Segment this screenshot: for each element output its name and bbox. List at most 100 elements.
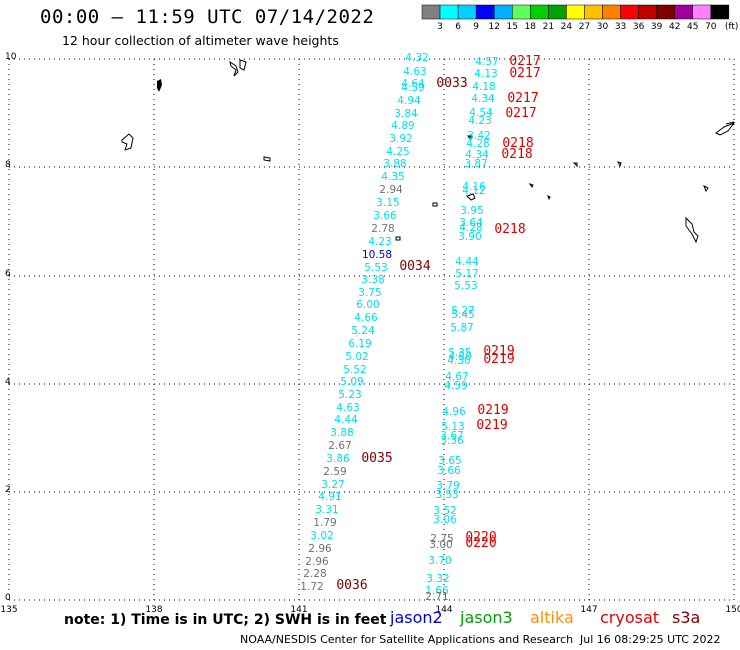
x-tick-label: 144 (435, 605, 452, 615)
colorbar-swatch (584, 4, 603, 20)
wave-height-labels: 4.324.634.644.594.943.844.893.924.253.88… (300, 52, 540, 603)
pass-time-label: 0034 (399, 259, 430, 274)
colorbar-swatch (457, 4, 477, 20)
pass-time-label: 0219 (477, 403, 508, 418)
colorbar-swatch (439, 4, 459, 20)
wave-height-value: 4.54 (469, 107, 493, 119)
colorbar-tick-label: 9 (473, 22, 479, 32)
wave-height-value: 5.35 (448, 347, 471, 359)
wave-height-value: 2.75 (430, 533, 453, 545)
colorbar-tick-label: 45 (687, 22, 698, 32)
wave-height-value: 3.90 (458, 231, 481, 243)
pass-time-label: 0219 (483, 352, 514, 367)
colorbar-swatch (674, 4, 694, 20)
colorbar-tick-label: 24 (561, 22, 573, 32)
y-tick-label: 4 (5, 377, 11, 387)
colorbar-tick-label: 18 (525, 22, 537, 32)
colorbar-swatch (530, 4, 549, 20)
wave-height-value: 5.13 (441, 421, 464, 433)
pass-time-label: 0220 (465, 530, 496, 545)
wave-height-value: 3.42 (467, 130, 490, 142)
island-shape (263, 156, 271, 162)
wave-height-value: 4.28 (459, 222, 482, 234)
page-title: 00:00 – 11:59 UTC 07/14/2022 (40, 6, 375, 28)
island-shape (121, 133, 134, 151)
y-tick-label: 8 (5, 160, 11, 170)
wave-height-value: 4.59 (401, 82, 424, 94)
land-outlines (121, 59, 736, 244)
wave-height-value: 5.53 (454, 280, 477, 292)
wave-height-value: 4.18 (472, 81, 495, 93)
satellite-legend-cryosat: cryosat (600, 608, 660, 627)
wave-height-value: 4.96 (442, 406, 466, 418)
wave-height-value: 5.09 (340, 376, 363, 388)
pass-time-label: 0218 (502, 136, 533, 151)
colorbar-swatch (620, 4, 639, 20)
wave-height-value: 3.79 (436, 480, 459, 492)
wave-height-value: 5.87 (450, 322, 473, 334)
wave-height-value: 3.87 (464, 158, 487, 170)
wave-height-value: 3.95 (460, 205, 483, 217)
wave-height-value: 3.38 (361, 274, 384, 286)
wave-height-value: 2.71 (425, 591, 448, 603)
credit-line: NOAA/NESDIS Center for Satellite Applica… (240, 633, 574, 646)
wave-height-value: 5.52 (343, 364, 366, 376)
wave-height-value: 5.45 (451, 309, 474, 321)
wave-height-value: 5.02 (345, 351, 368, 363)
wave-height-value: 4.44 (334, 414, 358, 426)
wave-height-value: 5.27 (451, 305, 474, 317)
colorbar-swatch (656, 4, 675, 20)
wave-height-value: 5.17 (455, 268, 478, 280)
y-tick-label: 2 (5, 485, 11, 495)
axis-tick-labels: 135 138 141 144 147 150 10 8 6 4 2 0 (0, 52, 740, 615)
x-tick-label: 138 (145, 605, 162, 615)
colorbar-swatch (493, 4, 513, 20)
wave-height-value: 2.78 (371, 223, 394, 235)
wave-height-value: 5.53 (364, 262, 387, 274)
satellite-legend-jason3: jason3 (460, 608, 513, 627)
pass-time-label: 0217 (507, 91, 538, 106)
wave-height-value: 4.34 (465, 149, 489, 161)
wave-height-value: 3.86 (326, 453, 350, 465)
wave-height-value: 4.30 (447, 355, 470, 367)
wave-height-value: 4.34 (471, 93, 495, 105)
pass-time-label: 0036 (336, 578, 367, 593)
y-tick-label: 10 (5, 52, 17, 62)
wave-height-value: 4.59 (444, 380, 467, 392)
colorbar-tick-label: 27 (579, 22, 590, 32)
colorbar-tick-label: 42 (669, 22, 680, 32)
wave-height-value: 3.92 (389, 133, 412, 145)
wave-height-value: 1.79 (313, 517, 336, 529)
wave-height-value: 3.53 (435, 489, 458, 501)
wave-height-value: 4.28 (466, 138, 489, 150)
colorbar-swatch (548, 4, 567, 20)
colorbar-tick-label: 12 (488, 22, 499, 32)
wave-height-value: 1.72 (300, 581, 323, 593)
wave-height-value: 3.00 (429, 539, 452, 551)
colorbar-tick-label: 36 (633, 22, 645, 32)
wave-height-value: 3.75 (358, 287, 381, 299)
wave-height-value: 4.89 (391, 120, 414, 132)
colorbar-tick-label: 21 (543, 22, 554, 32)
wave-height-value: 4.25 (386, 146, 409, 158)
colorbar-tick-label: 39 (651, 22, 663, 32)
pass-time-label: 0218 (501, 147, 532, 162)
colorbar-swatch (602, 4, 621, 20)
wave-height-value: 2.96 (308, 543, 332, 555)
colorbar-tick-label: 3 (437, 22, 443, 32)
wave-height-value: 3.52 (433, 505, 456, 517)
page-subtitle: 12 hour collection of altimeter wave hei… (62, 33, 339, 48)
wave-height-value: 3.06 (433, 514, 457, 526)
island-shape (229, 59, 247, 77)
colorbar-unit: (ft) (725, 22, 739, 32)
wave-height-value: 3.67 (440, 430, 463, 442)
wave-height-value: 4.63 (403, 66, 426, 78)
pass-time-label: 0217 (509, 54, 540, 69)
wave-height-value: 4.23 (468, 115, 491, 127)
satellite-legend-s3a: s3a (672, 608, 701, 627)
x-tick-label: 147 (580, 605, 597, 615)
timestamp: Jul 16 08:29:25 UTC 2022 (580, 633, 721, 646)
wave-height-value: 4.16 (462, 181, 486, 193)
wave-height-value: 3.70 (428, 555, 451, 567)
wave-height-value: 3.15 (376, 197, 399, 209)
